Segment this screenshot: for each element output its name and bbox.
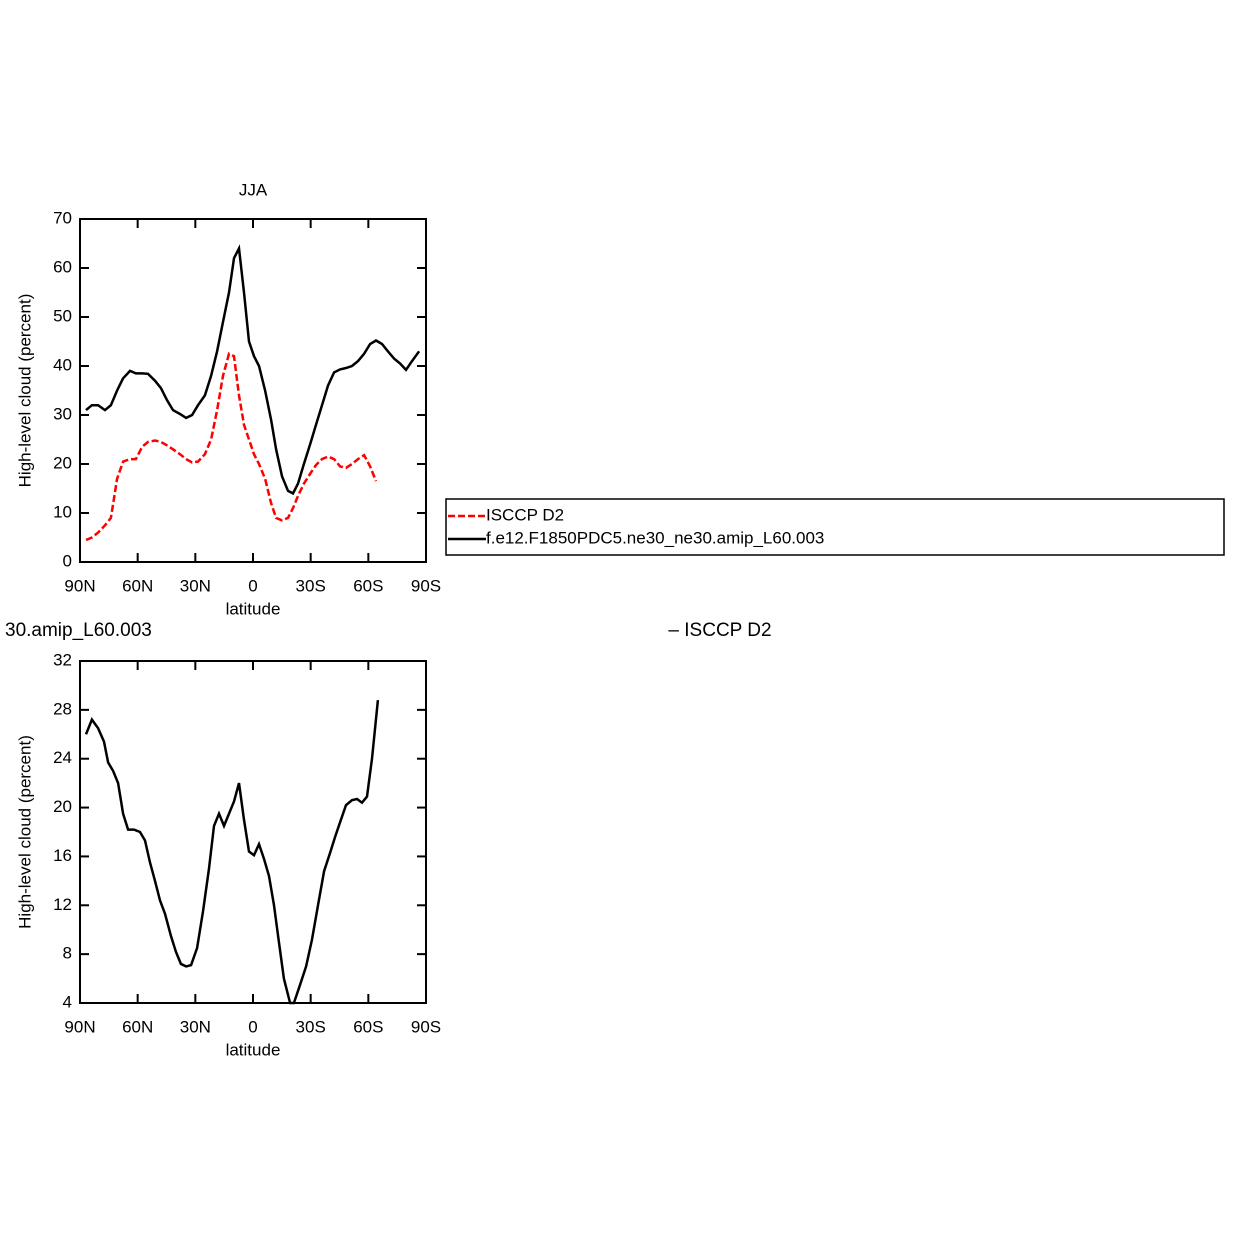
y-tick-label: 20 [53, 797, 72, 816]
y-tick-label: 24 [53, 748, 72, 767]
y-tick-label: 16 [53, 846, 72, 865]
x-tick-label: 30S [296, 1017, 326, 1036]
x-tick-label: 0 [248, 1017, 257, 1036]
y-tick-label: 0 [63, 551, 72, 570]
x-axis-label: latitude [226, 1040, 281, 1059]
plot-frame [79, 218, 427, 563]
data-line [85, 244, 421, 496]
y-tick-label: 12 [53, 895, 72, 914]
y-tick-label: 30 [53, 404, 72, 423]
y-tick-label: 8 [63, 944, 72, 963]
x-axis-label: latitude [226, 599, 281, 618]
y-tick-label: 4 [63, 992, 72, 1011]
y-axis-label: High-level cloud (percent) [15, 294, 34, 488]
y-axis-label: High-level cloud (percent) [15, 735, 34, 929]
data-line [84, 699, 380, 1005]
y-tick-label: 40 [53, 355, 72, 374]
data-line [85, 352, 378, 542]
x-tick-label: 90S [411, 576, 441, 595]
y-tick-label: 50 [53, 306, 72, 325]
x-tick-label: 60S [353, 576, 383, 595]
y-tick-label: 28 [53, 699, 72, 718]
y-tick-label: 10 [53, 502, 72, 521]
x-tick-label: 30N [180, 576, 211, 595]
y-tick-label: 32 [53, 650, 72, 669]
y-tick-label: 60 [53, 257, 72, 276]
chart-title: JJA [239, 180, 268, 199]
plot-frame [79, 660, 427, 1004]
y-tick-label: 20 [53, 453, 72, 472]
x-tick-label: 60S [353, 1017, 383, 1036]
y-tick-label: 70 [53, 208, 72, 227]
x-tick-label: 90N [64, 1017, 95, 1036]
x-tick-label: 30S [296, 576, 326, 595]
x-tick-label: 60N [122, 1017, 153, 1036]
x-tick-label: 90S [411, 1017, 441, 1036]
legend-box [445, 498, 1225, 556]
legend-label: f.e12.F1850PDC5.ne30_ne30.amip_L60.003 [486, 528, 824, 547]
x-tick-label: 60N [122, 576, 153, 595]
legend-label: ISCCP D2 [486, 505, 564, 524]
x-tick-label: 0 [248, 576, 257, 595]
x-tick-label: 30N [180, 1017, 211, 1036]
chart-title-left: 30.amip_L60.003 [5, 620, 152, 641]
chart-title-right: – ISCCP D2 [668, 620, 771, 641]
x-tick-label: 90N [64, 576, 95, 595]
